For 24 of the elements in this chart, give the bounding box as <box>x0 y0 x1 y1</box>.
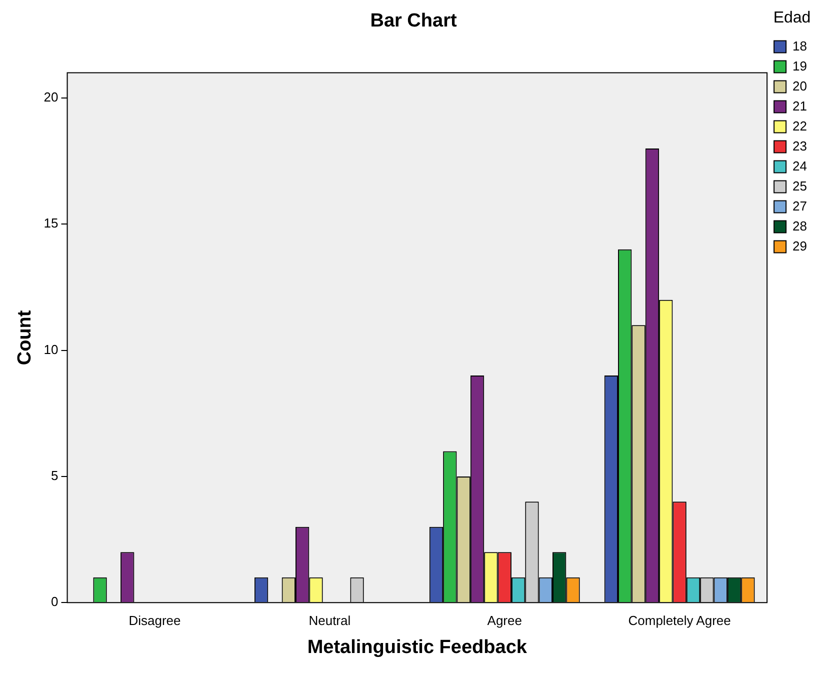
legend-title: Edad <box>773 9 811 26</box>
x-tick-label: Disagree <box>128 612 181 628</box>
legend-label: 23 <box>792 138 808 154</box>
y-axis-title: Count <box>14 310 36 366</box>
x-tick-label: Agree <box>487 612 522 628</box>
legend-label: 27 <box>792 198 808 214</box>
legend-label: 22 <box>792 118 808 134</box>
legend-label: 28 <box>792 218 808 234</box>
y-tick-label: 0 <box>51 594 58 610</box>
y-tick-label: 20 <box>44 90 58 105</box>
legend-label: 24 <box>792 158 808 174</box>
legend-label: 21 <box>792 98 808 114</box>
legend-label: 25 <box>792 178 808 194</box>
legend-label: 29 <box>792 238 808 254</box>
y-tick-label: 5 <box>51 468 58 484</box>
legend-label: 18 <box>792 38 808 54</box>
x-tick-label: Neutral <box>308 612 351 628</box>
x-tick-label: Completely Agree <box>628 612 731 628</box>
legend-label: 20 <box>792 78 808 94</box>
legend-label: 19 <box>792 58 808 74</box>
chart-title: Bar Chart <box>370 10 458 32</box>
y-tick-label: 10 <box>44 342 58 357</box>
x-axis-title: Metalinguistic Feedback <box>307 636 528 658</box>
y-tick-label: 15 <box>44 216 58 231</box>
